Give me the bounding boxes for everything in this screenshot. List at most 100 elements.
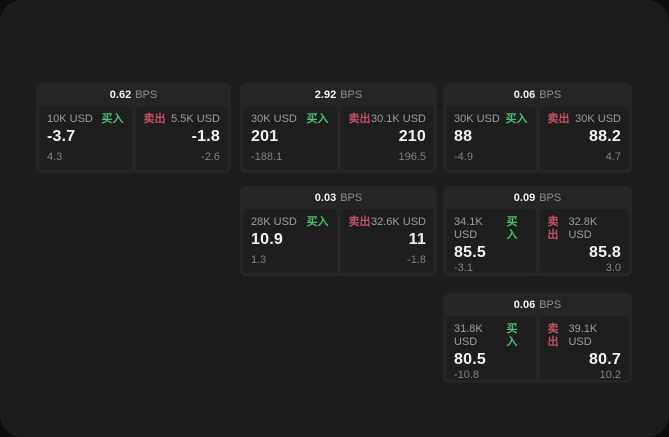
sell-change: 196.5 (398, 151, 426, 163)
quote-panels: 30K USD 买入 88 -4.9 卖出 30K USD 88.2 4.7 (446, 106, 629, 170)
price-tile-6: 0.06 BPS 31.8K USD 买入 80.5 -10.8 卖出 39.1… (443, 293, 632, 383)
price-tile-4: 0.03 BPS 28K USD 买入 10.9 1.3 卖出 32.6K US… (240, 186, 437, 276)
quote-panels: 34.1K USD 买入 85.5 -3.1 卖出 32.8K USD 85.8… (446, 209, 629, 274)
sell-panel-top: 卖出 30.1K USD (349, 113, 427, 126)
buy-panel-top: 10K USD 买入 (47, 113, 124, 126)
buy-change: 1.3 (251, 254, 267, 266)
bps-value: 0.06 (513, 298, 536, 311)
sell-change: 4.7 (605, 151, 621, 163)
sell-amount: 32.8K USD (568, 216, 598, 241)
buy-panel-top: 30K USD 买入 (454, 113, 528, 126)
buy-change: 4.3 (47, 151, 63, 163)
buy-amount: 30K USD (251, 113, 297, 125)
price-tile-5: 0.09 BPS 34.1K USD 买入 85.5 -3.1 卖出 32.8K… (443, 186, 632, 276)
quote-panels: 10K USD 买入 -3.7 4.3 卖出 5.5K USD -1.8 -2.… (39, 106, 228, 170)
quote-panels: 31.8K USD 买入 80.5 -10.8 卖出 39.1K USD 80.… (446, 316, 629, 381)
sell-amount: 5.5K USD (171, 113, 220, 125)
bps-value: 0.62 (109, 88, 132, 101)
sell-price: -1.8 (191, 128, 220, 145)
sell-change: -1.8 (407, 254, 426, 266)
buy-side-label: 买入 (101, 113, 124, 125)
sell-quote-button[interactable]: 卖出 32.6K USD 11 -1.8 (340, 209, 434, 273)
buy-price: -3.7 (47, 128, 76, 145)
buy-panel-top: 31.8K USD 买入 (454, 323, 528, 349)
buy-quote-button[interactable]: 28K USD 买入 10.9 1.3 (243, 209, 337, 273)
buy-price: 201 (251, 128, 279, 145)
buy-side-label: 买入 (506, 323, 518, 348)
quote-panels: 30K USD 买入 201 -188.1 卖出 30.1K USD 210 1… (243, 106, 434, 170)
sell-side-label: 卖出 (143, 113, 166, 125)
tile-header: 0.03 BPS (243, 186, 434, 209)
buy-side-label: 买入 (506, 216, 518, 241)
bps-value: 0.09 (513, 191, 536, 204)
buy-price: 80.5 (454, 351, 486, 368)
buy-panel-top: 28K USD 买入 (251, 216, 329, 229)
bps-value: 0.06 (513, 88, 536, 101)
buy-side-label: 买入 (505, 113, 528, 125)
buy-change: -188.1 (251, 151, 283, 163)
buy-price: 88 (454, 128, 473, 145)
sell-price: 88.2 (589, 128, 621, 145)
sell-side-label: 卖出 (547, 216, 559, 241)
buy-quote-button[interactable]: 34.1K USD 买入 85.5 -3.1 (446, 209, 536, 274)
sell-quote-button[interactable]: 卖出 30K USD 88.2 4.7 (539, 106, 629, 170)
buy-change: -4.9 (454, 151, 473, 163)
price-tile-2: 2.92 BPS 30K USD 买入 201 -188.1 卖出 30.1K … (240, 83, 437, 173)
sell-amount: 32.6K USD (370, 216, 426, 228)
bps-unit-label: BPS (135, 88, 158, 101)
sell-change: 3.0 (605, 262, 621, 274)
sell-price: 210 (398, 128, 426, 145)
buy-amount: 30K USD (454, 113, 500, 125)
quote-panels: 28K USD 买入 10.9 1.3 卖出 32.6K USD 11 -1.8 (243, 209, 434, 273)
bps-unit-label: BPS (340, 88, 363, 101)
tile-header: 2.92 BPS (243, 83, 434, 106)
price-tile-1: 0.62 BPS 10K USD 买入 -3.7 4.3 卖出 5.5K USD… (36, 83, 231, 173)
sell-price: 80.7 (589, 351, 621, 368)
tile-header: 0.06 BPS (446, 293, 629, 316)
sell-quote-button[interactable]: 卖出 30.1K USD 210 196.5 (340, 106, 434, 170)
sell-quote-button[interactable]: 卖出 32.8K USD 85.8 3.0 (539, 209, 629, 274)
bps-unit-label: BPS (539, 88, 562, 101)
buy-quote-button[interactable]: 31.8K USD 买入 80.5 -10.8 (446, 316, 536, 381)
sell-side-label: 卖出 (547, 113, 570, 125)
sell-price: 11 (408, 231, 426, 248)
buy-amount: 34.1K USD (454, 216, 483, 241)
buy-side-label: 买入 (306, 216, 329, 228)
sell-panel-top: 卖出 5.5K USD (144, 113, 221, 126)
buy-price: 10.9 (251, 231, 283, 248)
tile-header: 0.62 BPS (39, 83, 228, 106)
sell-amount: 30K USD (575, 113, 621, 125)
sell-side-label: 卖出 (348, 216, 371, 228)
buy-change: -10.8 (454, 369, 480, 381)
buy-side-label: 买入 (306, 113, 329, 125)
buy-amount: 31.8K USD (454, 323, 483, 348)
sell-quote-button[interactable]: 卖出 5.5K USD -1.8 -2.6 (135, 106, 228, 170)
buy-price: 85.5 (454, 244, 486, 261)
sell-amount: 39.1K USD (568, 323, 598, 348)
bps-value: 0.03 (314, 191, 337, 204)
sell-price: 85.8 (589, 244, 621, 261)
tile-header: 0.09 BPS (446, 186, 629, 209)
buy-panel-top: 30K USD 买入 (251, 113, 329, 126)
bps-value: 2.92 (314, 88, 337, 101)
sell-panel-top: 卖出 39.1K USD (548, 323, 622, 349)
sell-panel-top: 卖出 32.8K USD (548, 216, 622, 242)
buy-amount: 28K USD (251, 216, 297, 228)
bps-unit-label: BPS (539, 298, 562, 311)
buy-quote-button[interactable]: 30K USD 买入 201 -188.1 (243, 106, 337, 170)
buy-amount: 10K USD (47, 113, 93, 125)
buy-panel-top: 34.1K USD 买入 (454, 216, 528, 242)
sell-panel-top: 卖出 30K USD (548, 113, 622, 126)
sell-side-label: 卖出 (547, 323, 559, 348)
bps-unit-label: BPS (340, 191, 363, 204)
buy-change: -3.1 (454, 262, 473, 274)
buy-quote-button[interactable]: 30K USD 买入 88 -4.9 (446, 106, 536, 170)
sell-quote-button[interactable]: 卖出 39.1K USD 80.7 10.2 (539, 316, 629, 381)
bps-unit-label: BPS (539, 191, 562, 204)
sell-side-label: 卖出 (348, 113, 371, 125)
buy-quote-button[interactable]: 10K USD 买入 -3.7 4.3 (39, 106, 132, 170)
sell-panel-top: 卖出 32.6K USD (349, 216, 427, 229)
price-tile-3: 0.06 BPS 30K USD 买入 88 -4.9 卖出 30K USD 8… (443, 83, 632, 173)
tile-header: 0.06 BPS (446, 83, 629, 106)
